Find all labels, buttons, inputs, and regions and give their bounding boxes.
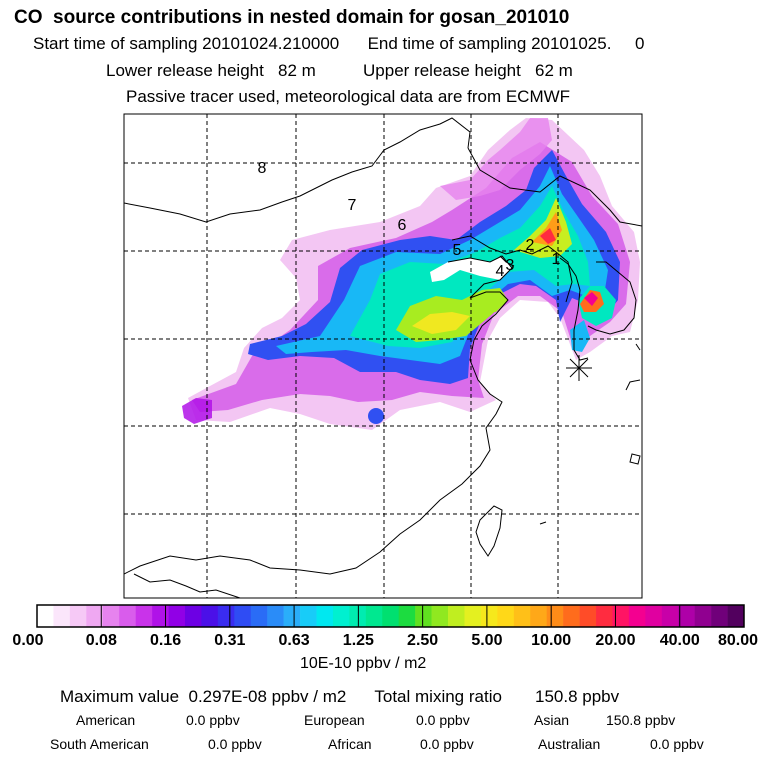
colorbar-tick-label: 5.00 [471, 632, 503, 649]
summary-stats: Maximum value 0.297E-08 ppbv / m2 Total … [60, 688, 619, 705]
tracer-note: Passive tracer used, meteorological data… [126, 87, 571, 106]
asian-label: Asian [534, 712, 570, 728]
african-label: African [328, 736, 372, 752]
region-label-6: 6 [398, 217, 407, 234]
map-frame [123, 113, 643, 599]
asterisk-icon [566, 355, 592, 381]
plot-title: CO source contributions in nested domain… [14, 7, 570, 28]
start-time-value: 20101024.210000 [202, 34, 340, 53]
colorbar-tick-label: 1.25 [342, 632, 374, 649]
end-time-value: 20101025. 0 [531, 34, 645, 53]
concentration-map: 1 2 3 4 5 6 7 8 [123, 113, 643, 599]
start-time-label: Start time of sampling [33, 34, 198, 53]
colorbar-tick-label: 0.63 [278, 632, 310, 649]
colorbar-tick-label: 2.50 [407, 632, 439, 649]
region-label-3: 3 [506, 257, 515, 274]
european-value: 0.0 ppbv [416, 712, 470, 728]
max-value: 0.297E-08 ppbv / m2 [188, 687, 347, 706]
region-label-1: 1 [552, 251, 561, 268]
colorbar-tick-label: 10.00 [531, 632, 572, 649]
total-mixing-label: Total mixing ratio [374, 687, 502, 706]
colorbar-tick-label: 0.16 [149, 632, 182, 649]
region-label-7: 7 [348, 197, 357, 214]
total-mixing-value: 150.8 ppbv [535, 687, 620, 706]
asian-value: 150.8 ppbv [606, 712, 676, 728]
colorbar-tick-label: 0.31 [214, 632, 246, 649]
australian-value: 0.0 ppbv [650, 736, 704, 752]
region-label-8: 8 [258, 160, 267, 177]
american-label: American [76, 712, 136, 728]
graticule [124, 114, 642, 598]
plume-layer [182, 118, 640, 430]
colorbar-tick-label: 0.00 [12, 632, 44, 649]
colorbar-tick-label: 0.08 [85, 632, 117, 649]
max-value-label: Maximum value [60, 687, 180, 706]
american-value: 0.0 ppbv [186, 712, 240, 728]
lower-release-label: Lower release height [106, 61, 264, 80]
south-american-label: South American [50, 736, 149, 752]
european-label: European [304, 712, 365, 728]
colorbar-tick-label: 20.00 [595, 632, 636, 649]
end-time-label: End time of sampling [367, 34, 527, 53]
release-heights: Lower release height 82 m Upper release … [106, 62, 573, 79]
african-value: 0.0 ppbv [420, 736, 474, 752]
lower-release-value: 82 m [278, 61, 316, 80]
region-label-4: 4 [496, 263, 505, 280]
sampling-times: Start time of sampling 20101024.210000 E… [33, 35, 645, 52]
region-label-5: 5 [453, 242, 462, 259]
south-american-value: 0.0 ppbv [208, 736, 262, 752]
colorbar-tick-label: 80.00 [717, 632, 759, 649]
colorbar-tick-label: 40.00 [659, 632, 700, 649]
upper-release-value: 62 m [535, 61, 573, 80]
upper-release-label: Upper release height [363, 61, 521, 80]
coastlines [124, 117, 642, 598]
colorbar-units: 10E-10 ppbv / m2 [300, 655, 427, 672]
australian-label: Australian [538, 736, 601, 752]
region-label-2: 2 [526, 237, 535, 254]
